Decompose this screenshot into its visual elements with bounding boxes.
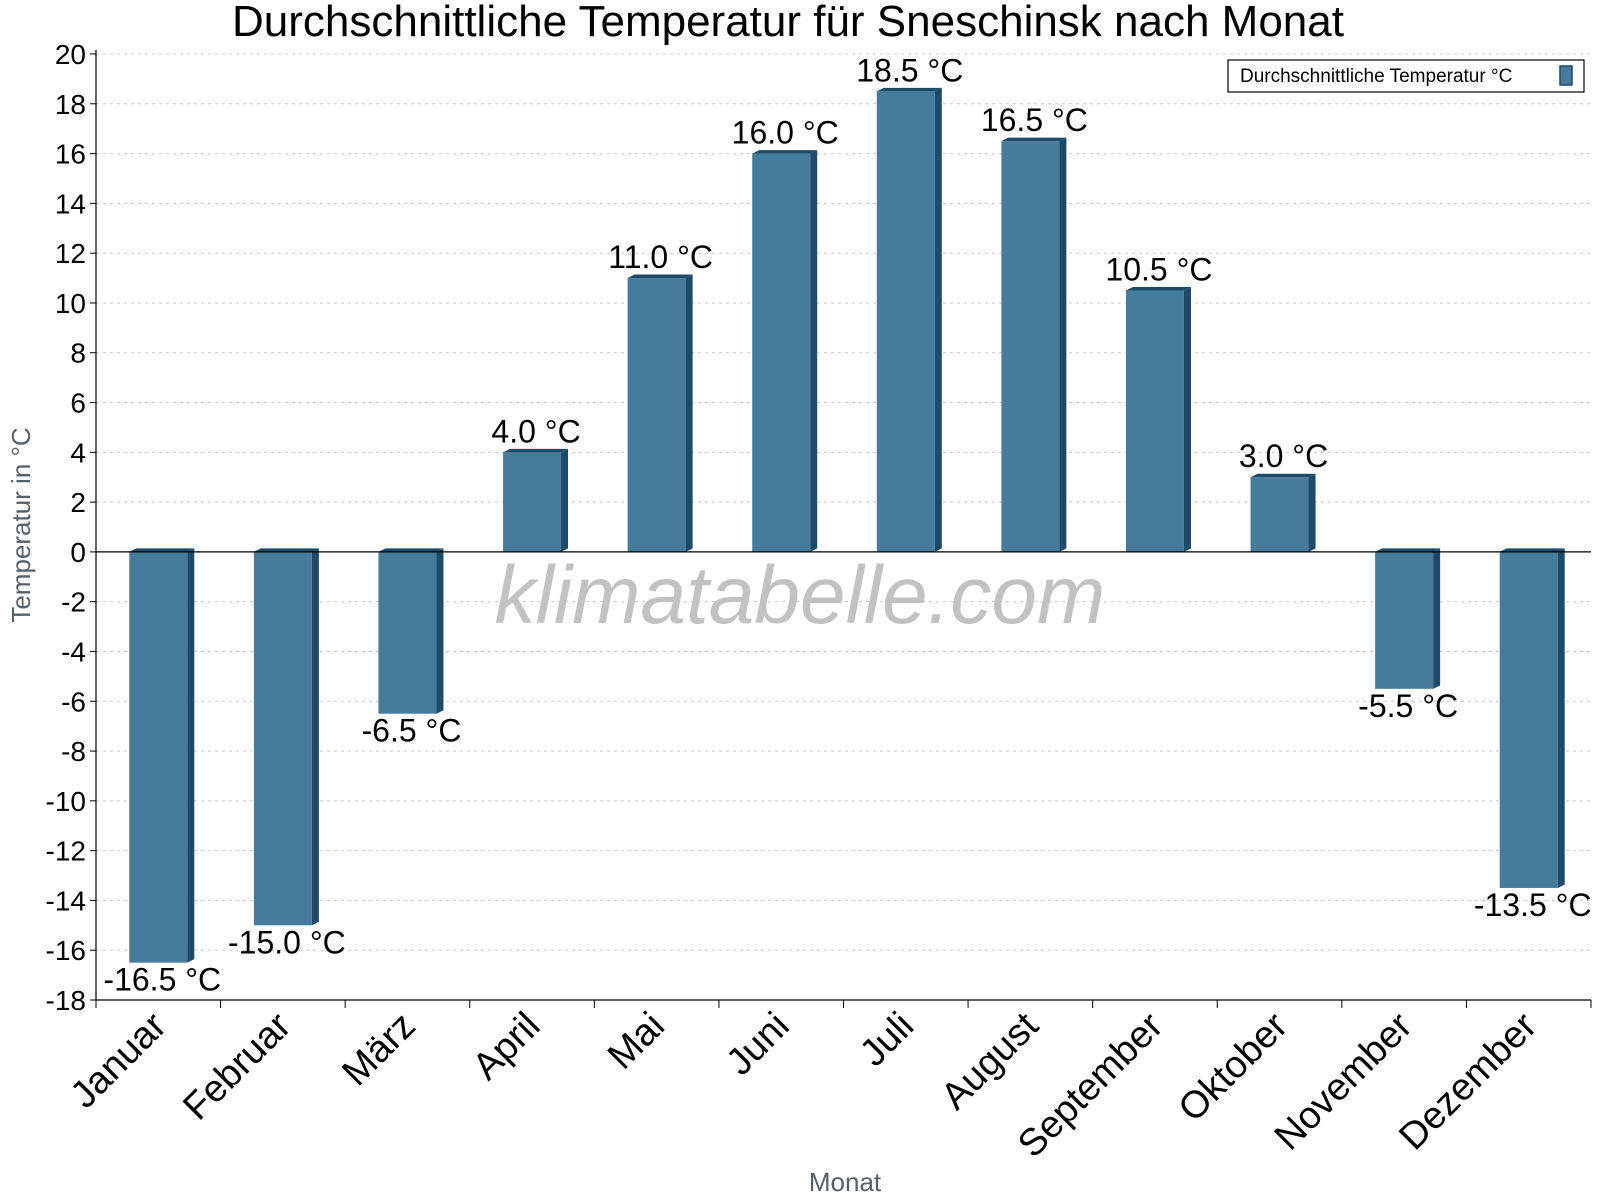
watermark-text: klimatabelle.com (495, 550, 1106, 641)
bar-side-face (1059, 137, 1067, 552)
x-tick-label: August (933, 1004, 1047, 1118)
x-tick-label: Juni (719, 1005, 798, 1084)
bar (1001, 141, 1060, 552)
bar-side-face (1557, 548, 1565, 888)
data-label: 11.0 °C (608, 239, 713, 275)
data-label: -5.5 °C (1358, 688, 1458, 724)
gridlines (96, 53, 1591, 1001)
y-tick-label: -12 (46, 836, 86, 867)
data-label: -16.5 °C (103, 962, 221, 998)
bar (378, 551, 437, 714)
bar-top-face (1001, 137, 1067, 142)
bar-side-face (436, 548, 444, 714)
bar (876, 91, 935, 552)
bar-top-face (253, 548, 319, 552)
x-tick-label: Dezember (1391, 1004, 1545, 1158)
axes (95, 50, 1591, 1001)
y-tick-label: -16 (46, 935, 86, 966)
x-tick-label: Januar (63, 1004, 175, 1116)
bar-top-face (1125, 287, 1191, 291)
bar (253, 551, 312, 926)
y-tick-label: -4 (61, 636, 86, 667)
x-tick-label: April (465, 1005, 548, 1088)
y-tick-label: -18 (46, 985, 86, 1016)
bar-top-face (378, 548, 444, 552)
data-label: 16.5 °C (981, 102, 1088, 138)
chart-title: Durchschnittliche Temperatur für Sneschi… (232, 0, 1344, 46)
y-tick-label: 20 (55, 39, 86, 70)
x-axis-ticks: Januar Februar März April Mai Juni Juli AugustS… (63, 1000, 1592, 1166)
y-tick-label: 0 (70, 537, 86, 568)
bar-top-face (627, 274, 693, 279)
data-label: 18.5 °C (856, 52, 963, 88)
legend-box (1227, 59, 1585, 93)
x-tick-label: Mai (600, 1005, 673, 1078)
y-tick-label: 8 (70, 338, 86, 369)
legend: Durchschnittliche Temperatur °C (1227, 59, 1585, 93)
bar (1125, 290, 1184, 552)
data-label: 3.0 °C (1239, 438, 1328, 474)
y-axis-title: Temperatur in °C (6, 427, 36, 622)
bar-side-face (1308, 473, 1316, 552)
bar (1250, 477, 1309, 552)
bar (129, 551, 188, 963)
bar (627, 278, 686, 552)
bar-top-face (503, 448, 569, 453)
bar (503, 452, 562, 552)
data-label: 10.5 °C (1105, 252, 1212, 288)
data-labels: -16.5 °C-15.0 °C -6.5 °C 4.0 °C 11.0 °C 16.0… (103, 52, 1591, 997)
bar (1499, 551, 1558, 888)
bar-side-face (934, 87, 942, 552)
bar-side-face (1433, 548, 1441, 689)
bar-side-face (1183, 287, 1191, 552)
legend-label: Durchschnittliche Temperatur °C (1240, 66, 1512, 87)
bar-top-face (1250, 473, 1316, 478)
bar-top-face (876, 87, 942, 92)
y-tick-label: -10 (46, 786, 86, 817)
bar-side-face (810, 150, 818, 552)
x-tick-label: Februar (175, 1004, 299, 1128)
legend-swatch (1559, 65, 1573, 86)
bar-side-face (311, 548, 319, 926)
y-tick-label: 6 (70, 388, 86, 419)
x-axis-title: Monat (809, 1167, 882, 1197)
bar-side-face (685, 274, 693, 552)
bar-side-face (561, 448, 569, 552)
bars (129, 87, 1565, 963)
x-tick-label: Juli (852, 1005, 922, 1075)
y-tick-label: -8 (61, 736, 86, 767)
bar (1375, 551, 1434, 689)
y-tick-label: 4 (70, 437, 86, 468)
y-tick-label: -2 (61, 587, 86, 618)
bar-top-face (129, 548, 195, 552)
y-tick-label: 16 (55, 139, 86, 170)
y-tick-label: -14 (46, 885, 86, 916)
bar-top-face (1499, 548, 1565, 552)
data-label: -13.5 °C (1474, 887, 1592, 923)
x-tick-label: Oktober (1171, 1004, 1297, 1130)
bar-side-face (187, 548, 195, 963)
bar-top-face (752, 150, 818, 154)
y-tick-label: 10 (55, 288, 86, 319)
data-label: -6.5 °C (361, 713, 461, 749)
bar-top-face (1375, 548, 1441, 552)
data-label: -15.0 °C (228, 924, 346, 960)
y-tick-label: 18 (55, 89, 86, 120)
y-tick-label: 2 (70, 487, 86, 518)
bar (752, 153, 811, 552)
y-tick-label: 12 (55, 238, 86, 269)
y-tick-label: -6 (61, 686, 86, 717)
x-tick-label: März (334, 1005, 423, 1094)
data-label: 16.0 °C (732, 115, 839, 151)
y-tick-label: 14 (55, 188, 86, 219)
data-label: 4.0 °C (491, 413, 580, 449)
